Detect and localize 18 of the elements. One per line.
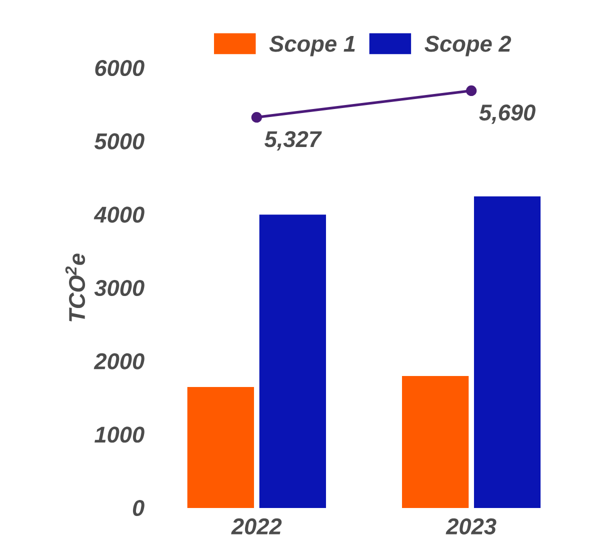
- y-axis-title: TCO$^{2}$e: [65, 254, 86, 322]
- y-tick-label: 2000: [94, 353, 144, 370]
- bar: [402, 376, 469, 508]
- bar: [187, 386, 254, 508]
- data-label: 5,327: [264, 131, 322, 150]
- bar: [474, 196, 541, 508]
- y-tick-label: 0: [132, 500, 144, 516]
- legend-label: Scope 2: [424, 36, 512, 56]
- data-label: 5,690: [479, 104, 536, 124]
- y-tick-label: 6000: [95, 60, 144, 76]
- bar: [259, 214, 326, 508]
- x-tick-label: 2022: [231, 518, 282, 534]
- legend-label: Scope 1: [269, 36, 355, 56]
- y-tick-label: 4000: [94, 206, 144, 223]
- y-tick-label: 3000: [94, 280, 144, 296]
- x-tick-label: 2023: [446, 518, 496, 534]
- y-tick-label: 1000: [94, 426, 144, 443]
- y-tick-label: 5000: [94, 133, 144, 150]
